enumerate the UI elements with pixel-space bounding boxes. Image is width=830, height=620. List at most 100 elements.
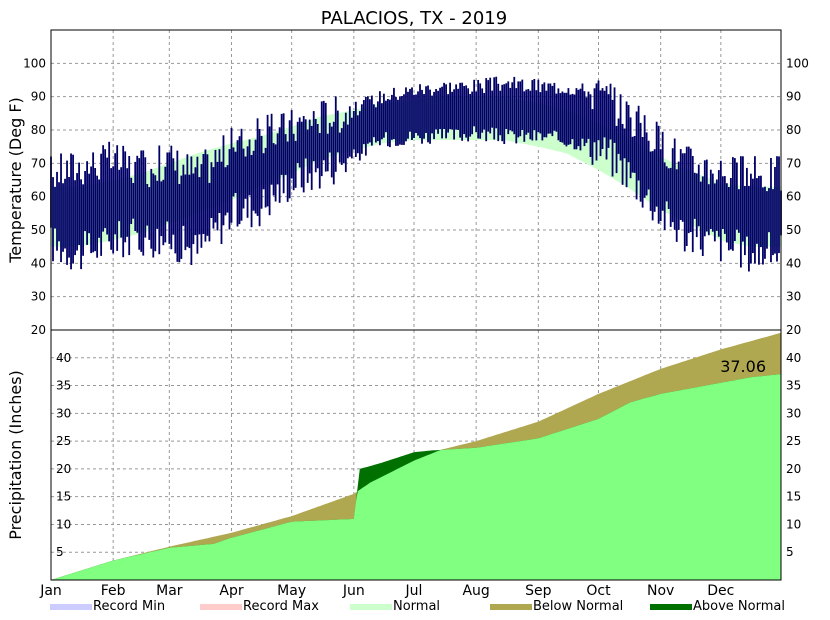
temperature-day-bar	[108, 141, 111, 242]
temperature-day-bar	[752, 178, 754, 254]
temperature-day-bar	[683, 153, 686, 252]
month-label: Dec	[707, 583, 734, 599]
month-label: Sep	[525, 583, 552, 599]
plot-frame	[50, 29, 782, 581]
temperature-day-bar	[523, 91, 526, 142]
temperature-day-bar	[246, 146, 249, 218]
temperature-day-bar	[431, 95, 433, 134]
temperature-day-bar	[497, 83, 500, 142]
temperature-day-bar	[669, 167, 672, 227]
month-label: May	[277, 583, 306, 599]
temperature-day-bar	[352, 111, 355, 150]
temperature-day-bar	[531, 80, 534, 141]
temperature-day-bar	[663, 162, 666, 230]
temperature-day-bar	[447, 94, 449, 133]
temperature-day-bar	[88, 173, 90, 234]
temperature-day-bar	[76, 173, 78, 251]
temperature-day-bar	[571, 93, 574, 140]
temperature-day-bar	[703, 160, 706, 237]
temperature-day-bar	[144, 157, 147, 238]
temperature-day-bar	[395, 96, 397, 146]
temperature-day-bar	[204, 149, 207, 242]
temperature-day-bar	[513, 76, 516, 135]
temperature-day-bar	[220, 161, 223, 244]
temperature-day-bar	[645, 132, 648, 196]
temperature-day-bar	[356, 115, 359, 154]
temperature-panel: 30 40 50 60 70 80 90 100 30 40 50 60 70 80 90 100 Temp…	[6, 30, 809, 330]
temperature-day-bar	[579, 88, 582, 151]
precipitation-panel: 5 10 15 20 25 30 35 40 20 5 10 15 20 25 30 35 40 20 37.0…	[6, 323, 801, 580]
temperature-day-bar	[358, 111, 361, 161]
temperature-day-bar	[627, 105, 630, 163]
temperature-day-bar	[389, 99, 391, 148]
temperature-day-bar	[421, 89, 423, 144]
temperature-day-bar	[274, 144, 277, 202]
temperature-day-bar	[142, 150, 145, 256]
temperature-day-bar	[403, 94, 405, 145]
temperature-day-bar	[64, 178, 66, 249]
legend-swatch	[490, 604, 532, 610]
temperature-day-bar	[401, 96, 403, 145]
temperature-day-bar	[216, 161, 219, 231]
temperature-day-bar	[150, 168, 153, 249]
temperature-day-bar	[154, 175, 157, 252]
temperature-day-bar	[551, 85, 554, 137]
temperature-day-bar	[96, 175, 99, 258]
temperature-day-bar	[381, 103, 383, 140]
temperature-day-bar	[302, 116, 305, 193]
temperature-day-bar	[727, 187, 730, 251]
temperature-day-bar	[198, 177, 201, 235]
temperature-day-bar	[106, 157, 109, 235]
temperature-day-bar	[146, 184, 149, 226]
temperature-day-bar	[543, 82, 546, 138]
precipitation-tick-label: 30	[56, 406, 71, 420]
temperature-day-bar	[314, 119, 317, 173]
temperature-day-bar	[535, 90, 538, 141]
precipitation-tick-label: 35	[786, 379, 801, 393]
temperature-day-bar	[491, 90, 494, 128]
temperature-day-bar	[585, 97, 588, 143]
temperature-day-bar	[100, 153, 103, 256]
temperature-day-bar	[58, 182, 60, 242]
temperature-day-bar	[340, 128, 343, 165]
temperature-day-bar	[559, 93, 562, 142]
temperature-day-bar	[148, 187, 151, 240]
month-label: Oct	[586, 583, 611, 599]
temperature-day-bar	[278, 127, 281, 203]
temperature-day-bar	[659, 149, 662, 222]
temperature-day-bar	[469, 94, 472, 137]
temperature-day-bar	[637, 105, 640, 181]
temperature-day-bar	[84, 171, 86, 232]
temperature-day-bar	[268, 126, 271, 216]
temperature-tick-label: 90	[31, 90, 46, 104]
temperature-day-bar	[322, 100, 325, 161]
temperature-day-bar	[744, 186, 746, 256]
temperature-day-bar	[413, 94, 415, 138]
temperature-day-bar	[459, 82, 462, 138]
temperature-day-bar	[308, 119, 311, 174]
precipitation-tick-label: 15	[56, 490, 71, 504]
temperature-day-bar	[649, 151, 652, 211]
temperature-day-bar	[250, 155, 253, 228]
temperature-day-bar	[405, 87, 407, 142]
temperature-day-bar	[661, 131, 664, 211]
temperature-day-bar	[527, 89, 530, 133]
temperature-day-bar	[557, 88, 560, 141]
temperature-day-bar	[748, 185, 750, 272]
month-label: Feb	[101, 583, 126, 599]
month-label: Nov	[647, 583, 674, 599]
temperature-day-bar	[481, 88, 484, 133]
temperature-day-bar	[699, 181, 702, 250]
temperature-day-bar	[288, 120, 291, 199]
temperature-day-bar	[409, 88, 411, 132]
temperature-day-bar	[230, 127, 233, 223]
temperature-day-bar	[128, 156, 131, 256]
temperature-day-bar	[489, 77, 492, 134]
temperature-day-bar	[735, 162, 738, 230]
temperature-day-bar	[521, 79, 524, 130]
legend-swatch	[200, 604, 242, 610]
precipitation-tick-label: 5	[56, 545, 64, 559]
temperature-day-bar	[342, 121, 345, 164]
temperature-day-bar	[354, 101, 357, 157]
temperature-day-bar	[665, 166, 668, 202]
